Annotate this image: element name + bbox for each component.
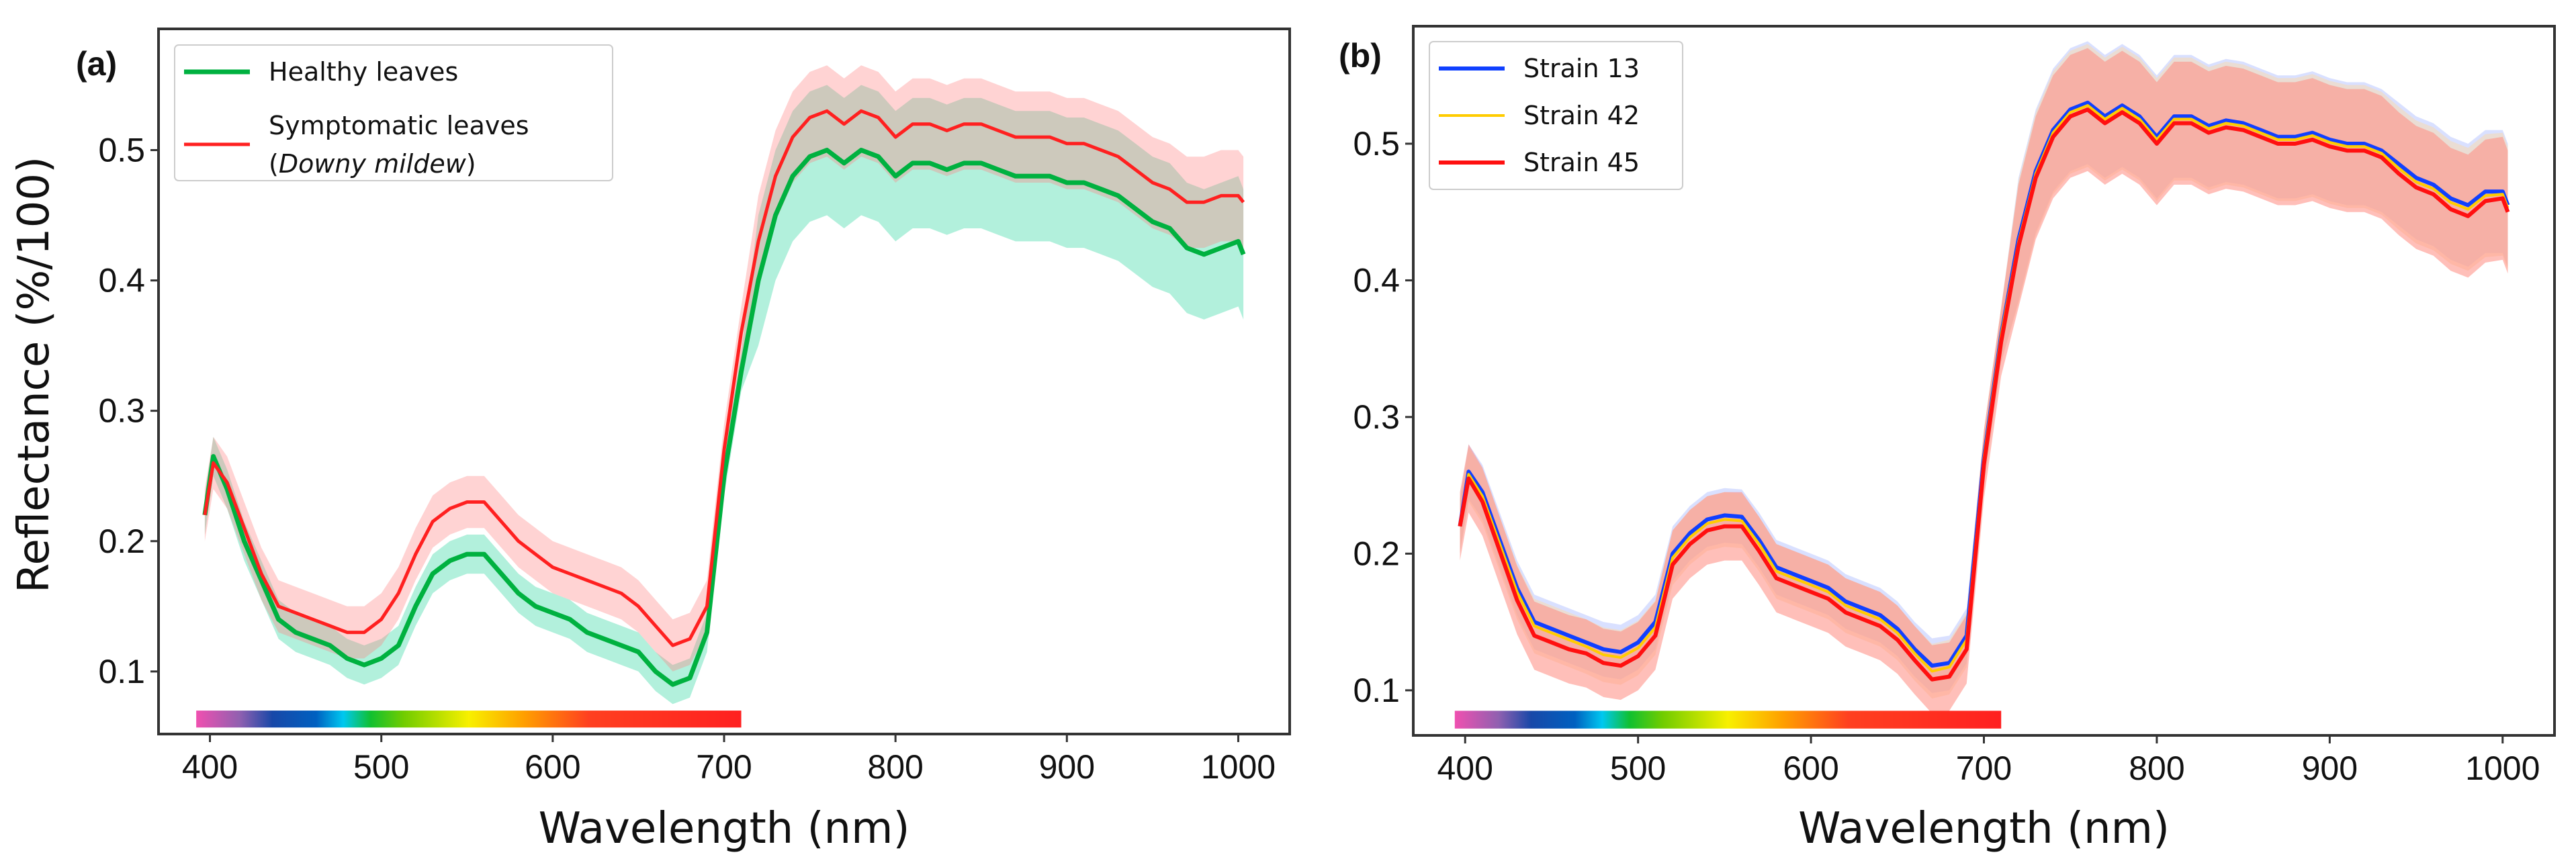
legend-sublabel-1: (Downy mildew) <box>269 149 476 179</box>
panel-b: 400 500 600 700 800 900 1000 0.1 0.2 0.3 0.4 0.5 Wav… <box>1339 25 2556 854</box>
series-line-1 <box>203 109 1245 647</box>
y-tick-label: 0.4 <box>98 262 145 300</box>
x-tick-label: 600 <box>1783 749 1838 787</box>
legend-label-0: Healthy leaves <box>269 57 458 87</box>
x-tick-label: 800 <box>867 748 923 786</box>
y-tick-label: 0.4 <box>1353 261 1400 299</box>
y-tick-label: 0.1 <box>1353 672 1400 709</box>
panel-label: (b) <box>1339 37 1382 75</box>
y-tick-label: 0.1 <box>98 653 145 690</box>
panel-label: (a) <box>76 45 117 83</box>
x-tick-label: 700 <box>1956 749 2012 787</box>
legend-box <box>174 44 613 181</box>
panel-a: 400 500 600 700 800 900 1000 0.1 0.2 0.3 0.4 0.5 Wav… <box>9 28 1291 854</box>
spectrum-color-bar <box>196 711 742 728</box>
std-band-1 <box>204 65 1244 672</box>
x-axis-label: Wavelength (nm) <box>539 804 910 854</box>
y-axis-label: Reflectance (%/100) <box>9 156 59 593</box>
std-band-2 <box>1460 48 2508 714</box>
x-tick-label: 700 <box>696 748 752 786</box>
x-tick-label: 500 <box>1610 749 1666 787</box>
x-axis-label: Wavelength (nm) <box>1798 804 2170 854</box>
y-tick-label: 0.5 <box>98 131 145 169</box>
y-tick-label: 0.3 <box>1353 398 1400 436</box>
legend-label-2: Strain 45 <box>1523 148 1640 177</box>
x-tick-label: 900 <box>2302 749 2358 787</box>
legend: Strain 13 Strain 42 Strain 45 <box>1429 41 1683 190</box>
legend-label-1: Symptomatic leaves <box>269 111 529 140</box>
spectrum-color-bar <box>1454 711 2002 729</box>
x-tick-label: 600 <box>525 748 580 786</box>
series-line-2 <box>1458 107 2510 682</box>
y-tick-label: 0.3 <box>98 392 145 430</box>
x-tick-label: 900 <box>1039 748 1095 786</box>
std-band-0 <box>204 85 1244 704</box>
x-tick-label: 400 <box>1437 749 1493 787</box>
x-tick-label: 400 <box>182 748 238 786</box>
y-tick-label: 0.2 <box>98 522 145 560</box>
y-tick-label: 0.5 <box>1353 125 1400 163</box>
x-tick-label: 800 <box>2129 749 2184 787</box>
x-tick-label: 1000 <box>2465 749 2540 787</box>
legend: Healthy leaves Symptomatic leaves (Downy m… <box>174 44 613 181</box>
legend-box <box>1429 41 1683 190</box>
x-tick-label: 1000 <box>1201 748 1276 786</box>
x-tick-label: 500 <box>353 748 409 786</box>
legend-label-0: Strain 13 <box>1523 54 1640 83</box>
series-line-0 <box>202 148 1246 687</box>
y-tick-label: 0.2 <box>1353 535 1400 572</box>
legend-label-1: Strain 42 <box>1523 101 1640 130</box>
